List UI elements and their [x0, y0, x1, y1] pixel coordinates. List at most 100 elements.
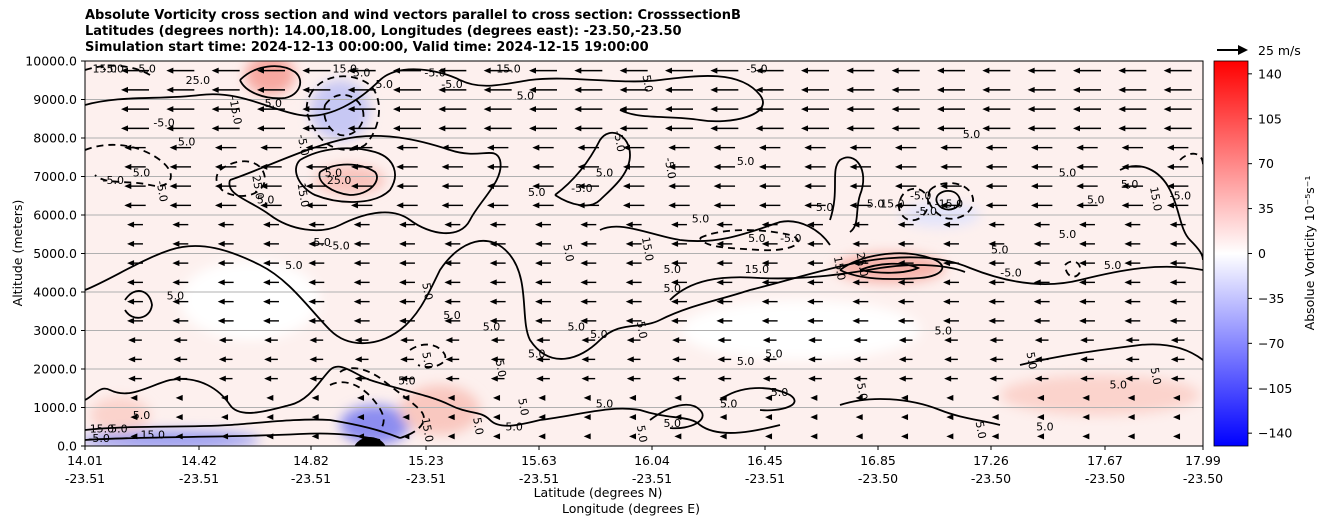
contour-label: 15.0: [639, 236, 656, 262]
wind-vector-head: [937, 67, 944, 74]
wind-vector-head: [982, 125, 990, 132]
wind-vector: [218, 356, 233, 363]
wind-vector: [532, 144, 554, 151]
wind-vector-head: [1030, 163, 1038, 170]
colorbar-label: Absolue Vorticity 10⁻⁵s⁻¹: [1302, 176, 1317, 331]
wind-vector: [626, 356, 641, 363]
wind-vector-head: [441, 202, 449, 209]
wind-vector-head: [1079, 260, 1087, 267]
wind-vector: [121, 106, 149, 113]
wind-vector-head: [260, 144, 268, 151]
wind-vector: [257, 106, 285, 113]
wind-vector: [263, 240, 279, 247]
wind-vector: [937, 125, 965, 132]
wind-vector-head: [173, 337, 181, 344]
wind-vector: [308, 240, 325, 247]
wind-vector-head: [761, 298, 769, 305]
wind-vector: [583, 414, 591, 421]
wind-vector: [755, 86, 784, 93]
x-tick-label-lat: 15.63: [521, 453, 557, 468]
wind-vector: [846, 106, 875, 113]
wind-vector-head: [581, 356, 589, 363]
wind-vector: [580, 240, 597, 247]
wind-vector: [671, 260, 687, 267]
wind-vector-head: [490, 356, 498, 363]
wind-vector-head: [937, 106, 944, 113]
wind-vector: [991, 394, 999, 401]
contour-label: 25.0: [853, 251, 870, 277]
contour-label: 5.0: [133, 409, 151, 422]
wind-vector-head: [1166, 183, 1174, 190]
wind-vector: [988, 240, 1005, 247]
contour-label: 5.0: [325, 167, 343, 180]
wind-vector: [580, 221, 597, 228]
wind-vector-head: [311, 433, 319, 440]
wind-vector-head: [1080, 356, 1088, 363]
wind-vector-head: [897, 317, 905, 324]
wind-vector: [1082, 433, 1090, 440]
wind-vector-head: [483, 86, 491, 93]
wind-vector: [946, 394, 954, 401]
wind-vector: [943, 317, 959, 324]
wind-vector-head: [894, 183, 902, 190]
contour-label: 5.0: [973, 420, 989, 439]
wind-vector: [761, 279, 778, 286]
wind-vector: [217, 260, 234, 267]
wind-vector-head: [399, 260, 407, 267]
wind-vector: [354, 375, 369, 382]
wind-vector-head: [852, 240, 860, 247]
wind-vector-head: [1082, 414, 1090, 421]
wind-vector: [891, 86, 920, 93]
wind-vector-head: [535, 279, 543, 286]
wind-vector-head: [755, 67, 763, 74]
wind-vector-head: [671, 298, 679, 305]
wind-vector: [353, 221, 370, 228]
wind-vector: [674, 433, 682, 440]
contour-line: [85, 68, 764, 123]
wind-vector-head: [943, 279, 951, 286]
vorticity-blob: [310, 80, 370, 140]
contour-label: 5.0: [528, 347, 546, 360]
wind-vector-head: [308, 260, 316, 267]
wind-vector: [762, 375, 777, 382]
wind-vector: [217, 279, 234, 286]
contour-label: -5.0: [611, 130, 628, 153]
wind-vector-head: [1079, 317, 1087, 324]
wind-vector: [489, 221, 506, 228]
contour-label: -5.0: [102, 63, 123, 76]
contour-line: [839, 398, 1001, 426]
wind-vector-head: [626, 356, 634, 363]
x-axis: 14.01 -23.51 14.42 -23.51 14.82 -23.51 15.23 -2…: [65, 446, 1223, 486]
wind-vector: [619, 125, 648, 132]
wind-vector-head: [175, 414, 183, 421]
wind-vector: [710, 125, 739, 132]
wind-vector-head: [128, 337, 136, 344]
wind-vector-head: [1124, 221, 1132, 228]
wind-vector-head: [944, 356, 952, 363]
contour-label: 5.0: [567, 321, 585, 334]
wind-vector: [1037, 414, 1045, 421]
wind-vector-head: [489, 221, 497, 228]
wind-vector: [264, 337, 278, 344]
contour-label: 5.0: [720, 398, 738, 411]
wind-vector: [810, 414, 818, 421]
wind-vector-head: [441, 183, 449, 190]
wind-vector: [1027, 106, 1056, 113]
wind-vector: [943, 221, 959, 228]
wind-vector: [1079, 317, 1095, 324]
wind-vector: [1118, 86, 1147, 93]
wind-vector: [260, 183, 282, 190]
wind-vector-head: [1073, 106, 1080, 113]
contour-label: 5.0: [353, 66, 371, 79]
contour-line: [669, 264, 966, 301]
wind-vector: [581, 337, 596, 344]
wind-vector-head: [308, 317, 316, 324]
wind-vector: [852, 260, 869, 267]
wind-vector: [761, 221, 778, 228]
wind-vector-head: [1125, 375, 1133, 382]
wind-vector-head: [629, 414, 637, 421]
wind-vector-head: [399, 240, 407, 247]
wind-vector: [396, 202, 418, 209]
wind-vector-head: [765, 433, 773, 440]
